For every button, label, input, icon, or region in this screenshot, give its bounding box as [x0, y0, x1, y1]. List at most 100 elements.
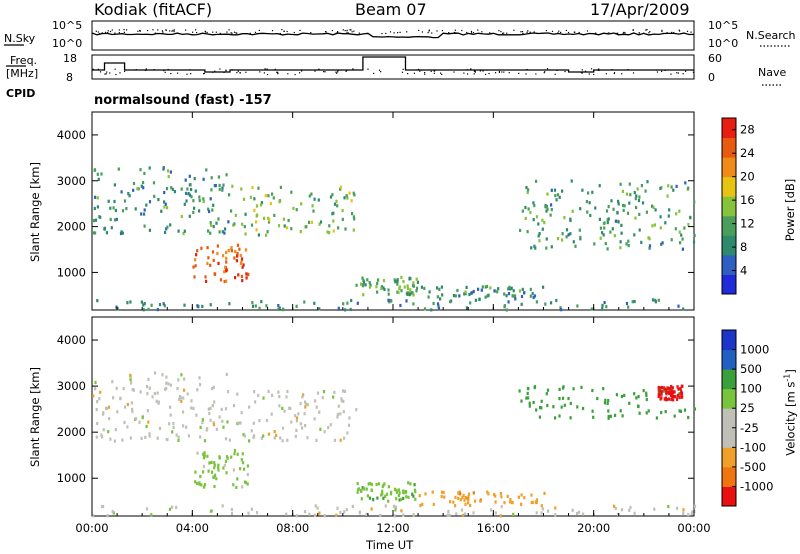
- power-echo-cell: [273, 213, 276, 217]
- velocity-colorbar-label: -100: [740, 440, 766, 454]
- nave-dot: [245, 71, 247, 73]
- power-echo-cell: [188, 174, 191, 178]
- velocity-echo-cell: [382, 496, 385, 500]
- velocity-echo-cell: [672, 398, 675, 402]
- nave-dot: [189, 69, 191, 71]
- velocity-echo-cell: [346, 431, 349, 435]
- velocity-echo-cell: [168, 507, 172, 511]
- velocity-echo-cell: [667, 386, 670, 390]
- velocity-echo-cell: [367, 482, 370, 486]
- velocity-echo-cell: [459, 498, 462, 502]
- velocity-echo-cell: [678, 395, 681, 400]
- velocity-echo-cell: [678, 409, 681, 413]
- power-echo-cell: [209, 197, 212, 201]
- power-echo-cell: [237, 273, 240, 277]
- power-echo-cell: [311, 204, 314, 208]
- power-echo-cell: [271, 192, 274, 196]
- velocity-echo-cell: [315, 405, 318, 409]
- power-echo-cell: [269, 202, 272, 206]
- power-echo-cell: [533, 244, 536, 248]
- velocity-echo-cell: [379, 513, 382, 518]
- power-echo-cell: [227, 249, 230, 253]
- power-echo-cell: [267, 194, 270, 198]
- power-echo-cell: [653, 223, 656, 227]
- nave-dot: [580, 71, 582, 73]
- power-echo-cell: [342, 302, 345, 306]
- nave-dot: [97, 68, 100, 70]
- velocity-echo-cell: [500, 505, 503, 509]
- velocity-echo-cell: [302, 393, 305, 397]
- velocity-echo-cell: [413, 483, 416, 487]
- power-echo-cell: [507, 292, 511, 296]
- nsearch-dot: [381, 32, 383, 35]
- power-echo-cell: [556, 193, 560, 197]
- power-echo-cell: [236, 243, 240, 247]
- nsearch-dot: [173, 30, 175, 33]
- nsearch-dot: [137, 30, 139, 32]
- nave-dot: [336, 71, 339, 73]
- power-echo-cell: [140, 184, 143, 188]
- freq-panel-frame: [91, 54, 695, 80]
- power-echo-cell: [638, 212, 641, 216]
- velocity-echo-cell: [457, 496, 460, 501]
- velocity-echo-cell: [208, 461, 211, 465]
- power-echo-cell: [349, 307, 352, 312]
- power-echo-cell: [535, 300, 538, 304]
- velocity-echo-cell: [129, 436, 132, 440]
- power-echo-cell: [245, 272, 248, 276]
- nsearch-dot: [219, 32, 221, 34]
- nsearch-dot: [624, 32, 626, 34]
- power-echo-cell: [362, 280, 366, 284]
- velocity-colorbar-label: 25: [740, 401, 755, 415]
- power-echo-cell: [468, 292, 471, 297]
- nave-dot: [440, 72, 442, 74]
- nsearch-dot: [286, 30, 288, 33]
- velocity-echo-cell: [385, 492, 388, 496]
- nave-dot: [239, 72, 241, 74]
- power-echo-cell: [94, 231, 97, 235]
- power-echo-cell: [627, 244, 630, 248]
- velocity-echo-cell: [680, 391, 684, 395]
- velocity-echo-cell: [203, 439, 207, 443]
- nsearch-dot: [527, 30, 529, 32]
- power-echo-cell: [196, 304, 199, 308]
- velocity-echo-cell: [509, 498, 512, 502]
- power-colorbar-label: 8: [740, 240, 747, 254]
- velocity-echo-cell: [301, 426, 304, 430]
- power-echo-cell: [503, 304, 506, 308]
- nsearch-dot: [453, 31, 456, 34]
- nsearch-dot: [344, 29, 346, 32]
- power-echo-cell: [550, 188, 553, 192]
- power-echo-cell: [633, 233, 636, 237]
- velocity-echo-cell: [355, 408, 358, 412]
- velocity-echo-cell: [181, 410, 185, 414]
- velocity-echo-cell: [336, 506, 339, 510]
- power-echo-cell: [198, 195, 201, 199]
- power-echo-cell: [458, 294, 461, 298]
- velocity-echo-cell: [257, 393, 260, 398]
- power-echo-cell: [390, 299, 393, 303]
- power-echo-cell: [556, 237, 560, 241]
- power-echo-cell: [139, 168, 142, 172]
- power-echo-cell: [254, 304, 257, 308]
- velocity-echo-cell: [131, 409, 134, 414]
- velocity-echo-cell: [628, 508, 631, 512]
- power-echo-cell: [120, 230, 123, 234]
- velocity-echo-cell: [286, 438, 289, 442]
- nave-dot: [518, 72, 520, 74]
- power-echo-cell: [132, 188, 135, 192]
- power-echo-cell: [258, 306, 261, 310]
- velocity-echo-cell: [448, 513, 451, 517]
- velocity-echo-cell: [340, 397, 343, 401]
- power-echo-cell: [610, 199, 613, 203]
- power-echo-cell: [192, 199, 195, 203]
- power-echo-cell: [143, 208, 146, 212]
- nsearch-dot: [557, 32, 559, 34]
- nsearch-dot: [477, 29, 479, 31]
- nsearch-dot: [522, 32, 524, 35]
- nave-dot: [482, 70, 484, 72]
- power-echo-cell: [236, 252, 239, 256]
- velocity-colorbar-label: 1000: [740, 343, 769, 357]
- velocity-echo-cell: [620, 508, 623, 512]
- velocity-echo-cell: [336, 415, 339, 419]
